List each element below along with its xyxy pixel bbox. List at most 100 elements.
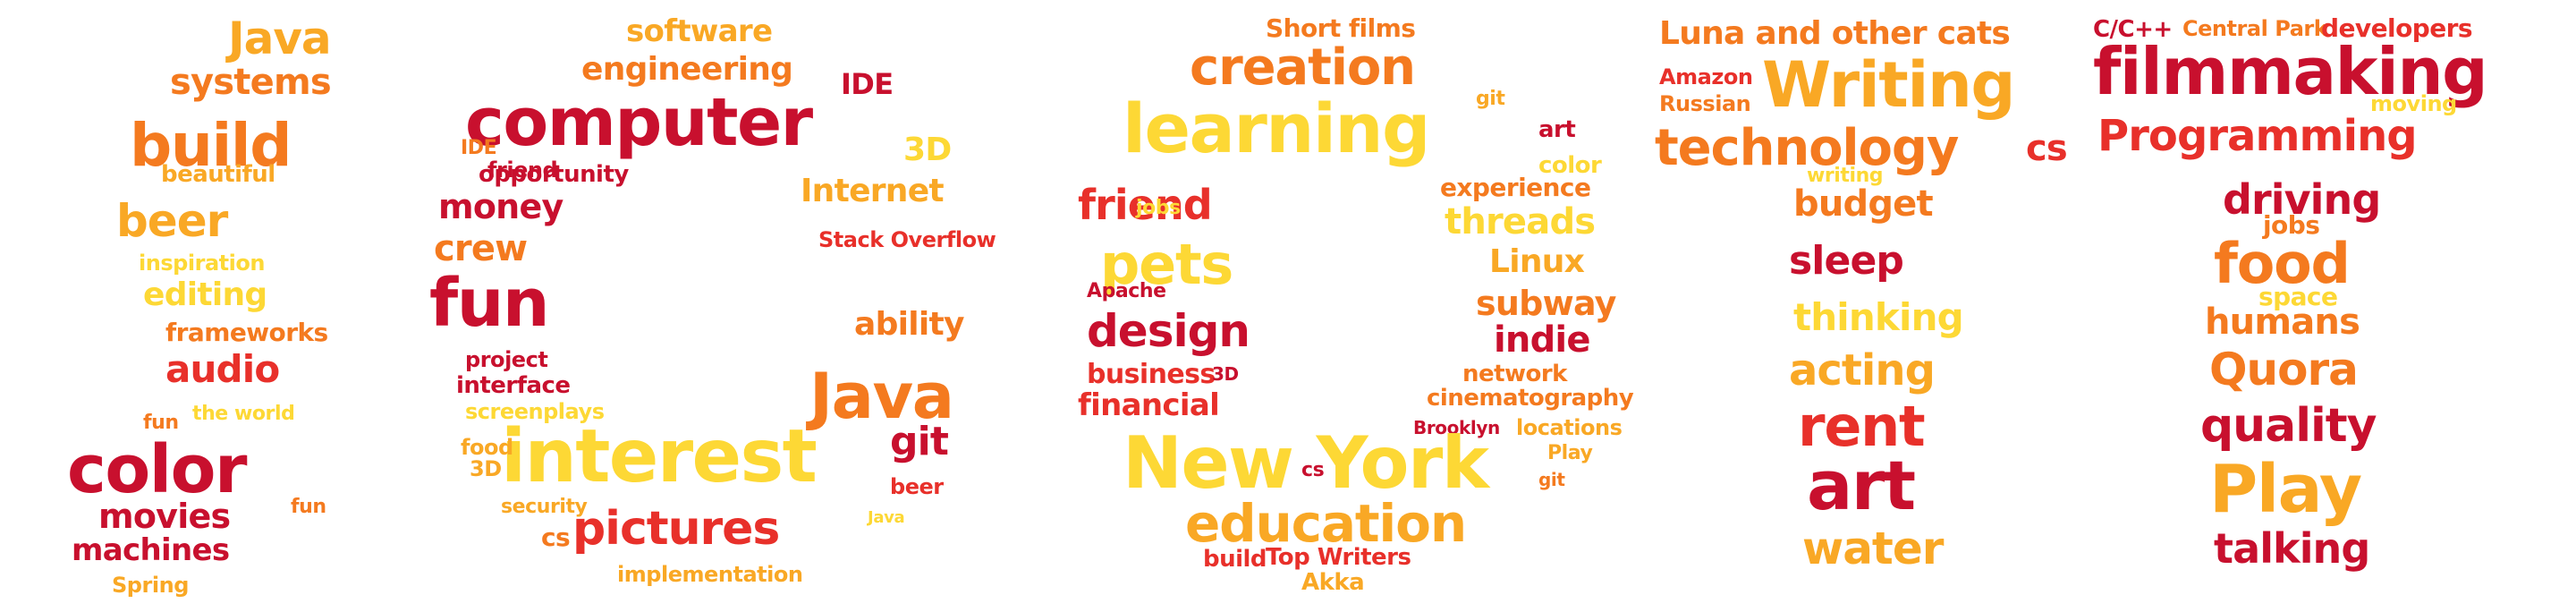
word-git: git: [1476, 88, 1505, 110]
word-3d: 3D: [470, 456, 502, 481]
word-business: business: [1087, 359, 1216, 390]
word-learning: learning: [1123, 89, 1430, 168]
word-java: Java: [809, 360, 954, 433]
word-cs: cs: [1301, 459, 1325, 481]
word-internet: Internet: [801, 173, 945, 209]
word-filmmaking: filmmaking: [2093, 34, 2488, 109]
word-fun: fun: [143, 412, 179, 434]
word-writing: Writing: [1762, 48, 2016, 122]
word-central-park: Central Park: [2182, 16, 2328, 41]
word-fun: fun: [291, 496, 326, 518]
word-subway: subway: [1476, 284, 1616, 323]
word-3d: 3D: [903, 132, 952, 168]
word-cinematography: cinematography: [1427, 385, 1634, 412]
word-money: money: [438, 187, 564, 226]
word-fun: fun: [429, 265, 550, 342]
word-machines: machines: [72, 532, 230, 568]
word-design: design: [1087, 305, 1250, 357]
word-c-c: C/C++: [2093, 16, 2173, 43]
word-movies: movies: [98, 497, 231, 536]
word-experience: experience: [1440, 173, 1591, 202]
word-inspiration: inspiration: [139, 251, 266, 276]
word-interface: interface: [456, 372, 571, 399]
word-beer: beer: [116, 195, 228, 247]
word-art: art: [1538, 116, 1576, 143]
word-quora: Quora: [2209, 344, 2359, 395]
word-budget: budget: [1793, 183, 1934, 225]
word-software: software: [626, 13, 773, 49]
word-the-world: the world: [192, 403, 295, 425]
word-pets: pets: [1100, 232, 1233, 297]
word-creation: creation: [1190, 38, 1416, 97]
word-computer: computer: [465, 84, 813, 161]
word-pictures: pictures: [572, 502, 780, 556]
word-locations: locations: [1516, 415, 1623, 440]
word-editing: editing: [143, 276, 267, 313]
word-frameworks: frameworks: [165, 318, 328, 347]
word-thinking: thinking: [1793, 295, 1964, 339]
word-java: Java: [868, 508, 905, 527]
word-moving: moving: [2370, 91, 2457, 116]
word-project: project: [465, 347, 548, 372]
word-food: food: [2214, 231, 2351, 296]
word-opportunity: opportunity: [479, 161, 629, 188]
word-art: art: [1807, 446, 1916, 525]
word-rent: rent: [1798, 394, 1926, 459]
word-spring: Spring: [112, 573, 189, 598]
word-technology: technology: [1655, 119, 1959, 177]
word-financial: financial: [1078, 387, 1220, 423]
word-color: color: [67, 431, 247, 508]
word-luna-and-other-cats: Luna and other cats: [1659, 15, 2011, 52]
word-talking: talking: [2214, 524, 2370, 573]
word-build: build: [130, 111, 292, 180]
word-education: education: [1185, 493, 1467, 554]
word-interest: interest: [501, 414, 818, 499]
word-play: Play: [2209, 451, 2362, 528]
word-beer: beer: [890, 474, 944, 499]
word-ability: ability: [854, 306, 964, 343]
word-developers: developers: [2321, 13, 2473, 43]
word-crew: crew: [434, 228, 528, 269]
word-driving: driving: [2223, 175, 2381, 224]
word-color: color: [1538, 152, 1602, 179]
word-implementation: implementation: [617, 562, 803, 587]
word-security: security: [501, 496, 588, 518]
word-top-writers: Top Writers: [1266, 544, 1411, 571]
word-indie: indie: [1494, 319, 1590, 361]
word-acting: acting: [1789, 345, 1936, 395]
word-screenplays: screenplays: [465, 399, 605, 424]
word-play: Play: [1547, 442, 1593, 464]
word-engineering: engineering: [581, 51, 793, 88]
word-russian: Russian: [1659, 91, 1751, 116]
word-git: git: [890, 419, 949, 464]
word-food: food: [461, 435, 513, 460]
word-jobs: jobs: [1136, 197, 1181, 219]
word-ide: IDE: [461, 137, 497, 159]
word-3d: 3D: [1212, 363, 1239, 385]
word-cs: cs: [541, 523, 571, 552]
word-amazon: Amazon: [1659, 64, 1753, 89]
word-linux: Linux: [1489, 243, 1585, 280]
word-water: water: [1802, 523, 1944, 574]
word-systems: systems: [170, 62, 332, 103]
word-jobs: jobs: [2263, 210, 2320, 240]
word-space: space: [2258, 282, 2338, 311]
word-brooklyn: Brooklyn: [1413, 417, 1500, 438]
word-audio: audio: [165, 347, 280, 391]
word-humans: humans: [2205, 302, 2360, 343]
word-stack-overflow: Stack Overflow: [818, 227, 996, 252]
word-friend: friend: [1078, 181, 1213, 229]
word-writing: writing: [1807, 165, 1884, 187]
word-programming: Programming: [2097, 111, 2418, 161]
word-friend: friend: [487, 157, 558, 183]
word-build: build: [1203, 546, 1267, 573]
word-threads: threads: [1445, 201, 1596, 242]
word-java: Java: [228, 13, 332, 64]
word-cs: cs: [2026, 128, 2068, 169]
word-beautiful: beautiful: [161, 161, 275, 188]
word-ide: IDE: [841, 67, 894, 101]
word-akka: Akka: [1301, 569, 1365, 596]
word-short-films: Short films: [1266, 13, 1416, 43]
word-network: network: [1462, 361, 1567, 387]
